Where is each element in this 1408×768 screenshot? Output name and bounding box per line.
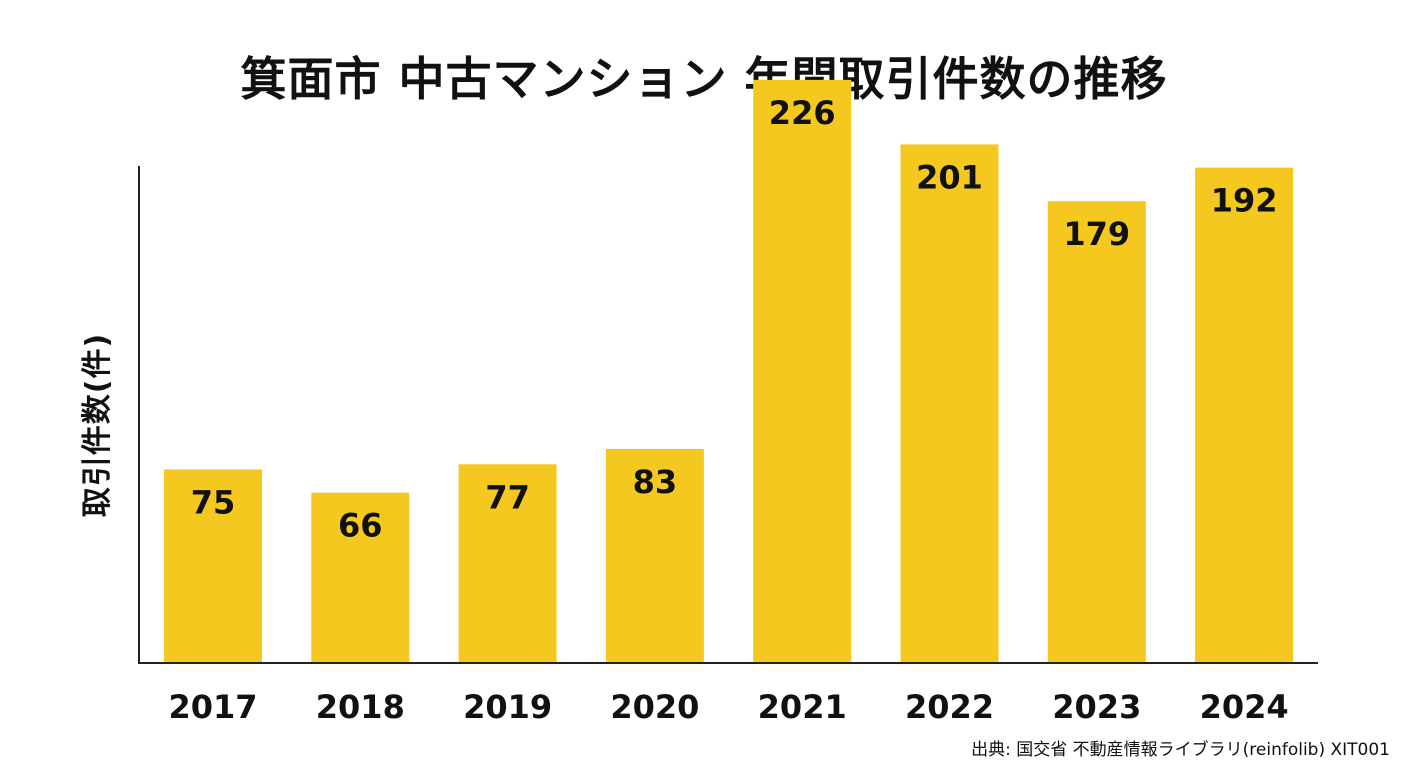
- bar-value-label-2024: 192: [1211, 182, 1278, 220]
- bar-2017: [164, 469, 262, 663]
- bar-value-label-2018: 66: [338, 507, 383, 545]
- source-note: 出典: 国交省 不動産情報ライブラリ(reinfolib) XIT001: [971, 740, 1390, 760]
- x-tick-label-2022: 2022: [905, 688, 994, 726]
- bar-2021: [753, 79, 852, 663]
- bar-2024: [1195, 167, 1294, 663]
- bar-value-label-2022: 201: [916, 158, 983, 196]
- bar-2019: [458, 464, 557, 663]
- x-tick-label-2020: 2020: [610, 688, 699, 726]
- bar-2018: [311, 492, 410, 663]
- x-tick-label-2021: 2021: [758, 688, 847, 726]
- bar-2020: [605, 448, 704, 663]
- x-tick-label-2019: 2019: [463, 688, 552, 726]
- bars-group: 75 66 77 83 226 201 179 192: [164, 79, 1294, 663]
- bar-value-label-2021: 226: [769, 94, 836, 132]
- bar-value-label-2020: 83: [633, 463, 678, 501]
- bar-value-label-2019: 77: [485, 478, 530, 516]
- x-tick-label-2024: 2024: [1200, 688, 1289, 726]
- x-tick-labels: 2017 2018 2019 2020 2021 2022 2023 2024: [168, 688, 1288, 726]
- bar-2023: [1047, 201, 1146, 663]
- x-tick-label-2023: 2023: [1052, 688, 1141, 726]
- chart-title: 箕面市 中古マンション 年間取引件数の推移: [240, 52, 1168, 106]
- bar-value-label-2017: 75: [191, 484, 236, 522]
- x-tick-label-2018: 2018: [316, 688, 405, 726]
- bar-2022: [900, 144, 999, 663]
- x-tick-label-2017: 2017: [168, 688, 257, 726]
- bar-value-label-2023: 179: [1063, 215, 1130, 253]
